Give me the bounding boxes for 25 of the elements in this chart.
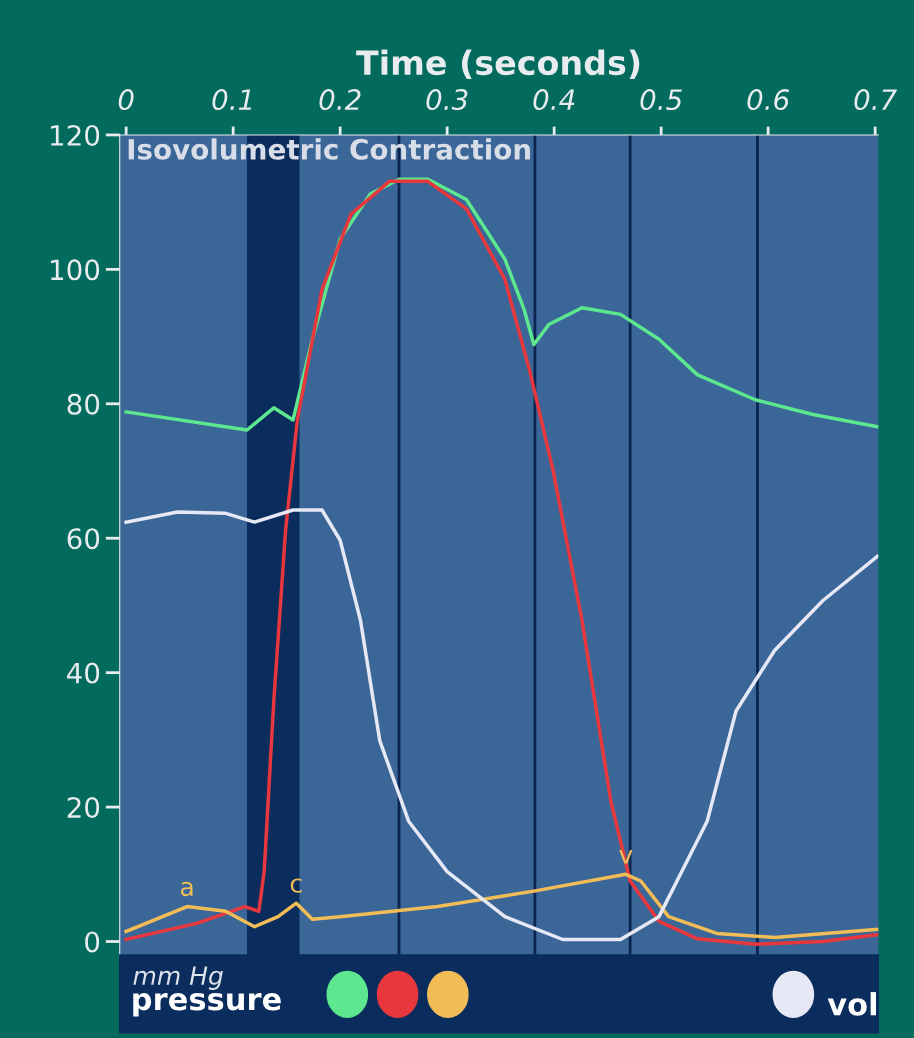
text: pressure — [133, 992, 281, 1017]
annotation: a — [180, 881, 193, 897]
x-tick-label: 0.1 — [212, 89, 252, 111]
y-tick-label: 100 — [51, 259, 100, 281]
x-axis-title: Time (seconds) — [356, 49, 640, 80]
band-label: Isovolumetric Contraction — [128, 138, 530, 160]
x-tick-label: 0.4 — [533, 89, 575, 111]
x-tick-label: 0.5 — [640, 89, 682, 111]
x-tick-label: 0.3 — [426, 89, 468, 111]
x-tick-label: 0.6 — [747, 89, 789, 111]
line-series — [124, 508, 879, 942]
y-tick-label: 0 — [85, 931, 100, 953]
line-series — [124, 179, 879, 946]
line-series — [124, 872, 879, 940]
x-tick-label: 0 — [118, 89, 134, 111]
y-tick-label: 20 — [67, 797, 100, 819]
text: vol — [827, 992, 876, 1016]
x-tick-label: 0.2 — [319, 89, 361, 111]
x-tick-label: 0.7 — [854, 89, 897, 111]
y-tick-label: 60 — [67, 528, 100, 550]
y-tick-label: 40 — [67, 662, 100, 684]
y-tick-label: 120 — [51, 124, 100, 146]
text: mm Hg — [133, 966, 223, 990]
y-tick-label: 80 — [67, 393, 100, 415]
annotation: c — [290, 878, 302, 893]
